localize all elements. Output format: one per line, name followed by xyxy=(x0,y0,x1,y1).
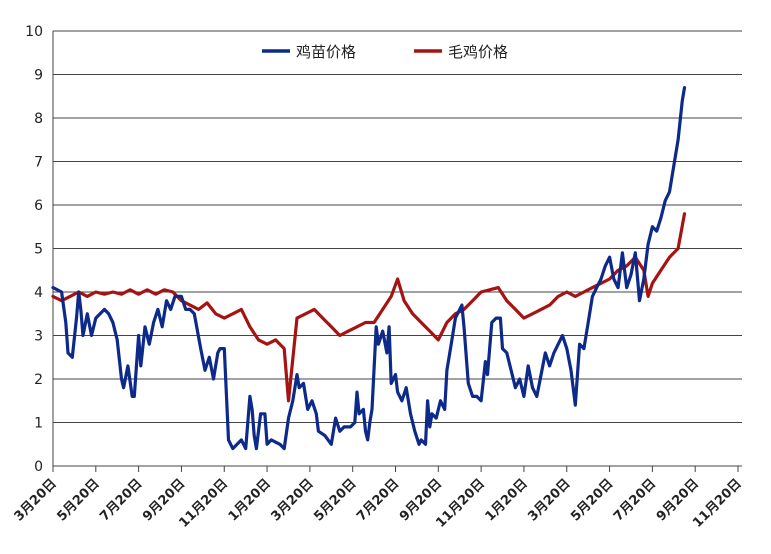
x-tick-label: 5月20日 xyxy=(311,476,359,524)
x-tick-label: 3月20日 xyxy=(12,476,60,524)
x-axis-ticks: 3月20日5月20日7月20日9月20日11月20日1月20日3月20日5月20… xyxy=(12,466,745,531)
y-tick-label: 5 xyxy=(34,242,43,258)
y-tick-label: 6 xyxy=(34,198,43,214)
x-tick-label: 3月20日 xyxy=(269,476,317,524)
y-axis-ticks: 0 1 2 3 4 5 6 7 8 9 10 xyxy=(25,24,43,475)
legend-label: 毛鸡价格 xyxy=(448,43,508,61)
series-lines xyxy=(51,86,687,451)
x-tick-label: 7月20日 xyxy=(611,476,659,524)
y-tick-label: 4 xyxy=(34,285,43,301)
y-tick-label: 1 xyxy=(34,416,43,432)
y-tick-label: 9 xyxy=(34,68,43,84)
y-tick-label: 3 xyxy=(34,329,43,345)
y-tick-label: 10 xyxy=(25,24,43,40)
axes xyxy=(52,31,742,467)
legend: 鸡苗价格 毛鸡价格 xyxy=(262,43,508,61)
y-tick-label: 8 xyxy=(34,111,43,127)
y-tick-label: 2 xyxy=(34,372,43,388)
y-tick-label: 0 xyxy=(34,459,43,475)
x-tick-label: 7月20日 xyxy=(97,476,145,524)
y-tick-label: 7 xyxy=(34,155,43,171)
x-tick-label: 5月20日 xyxy=(568,476,616,524)
gridlines xyxy=(53,30,742,423)
x-tick-label: 7月20日 xyxy=(354,476,402,524)
x-tick-label: 3月20日 xyxy=(525,476,573,524)
x-tick-label: 5月20日 xyxy=(54,476,102,524)
legend-label: 鸡苗价格 xyxy=(296,43,356,61)
x-tick-label: 1月20日 xyxy=(483,476,531,524)
series-line-0 xyxy=(51,86,687,451)
x-tick-label: 1月20日 xyxy=(226,476,274,524)
series-line-1 xyxy=(51,212,687,403)
